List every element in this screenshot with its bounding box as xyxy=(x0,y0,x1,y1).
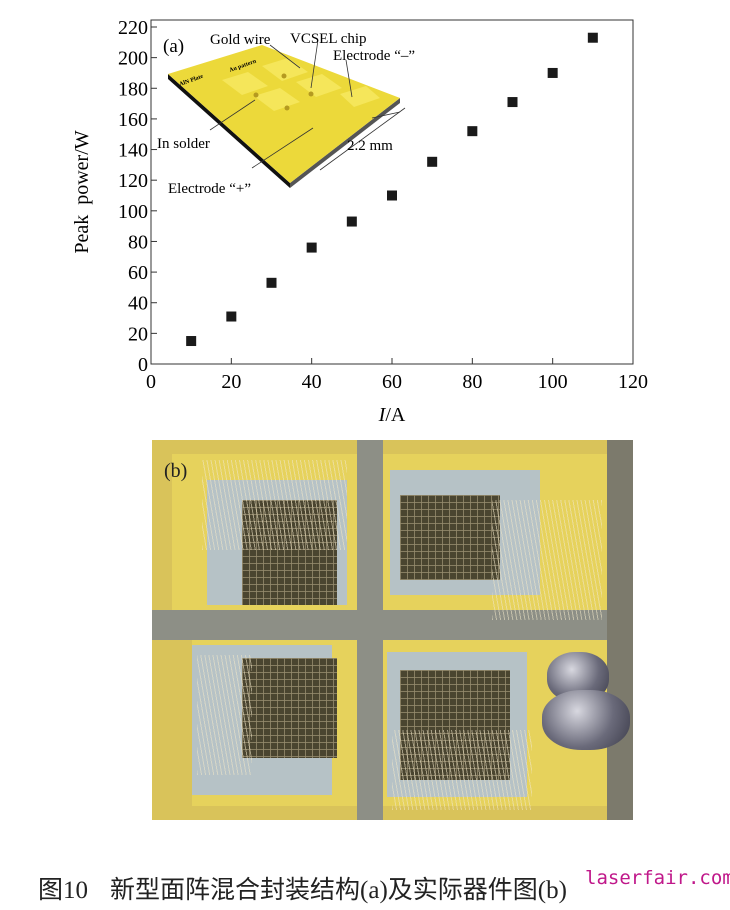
gold-wires xyxy=(202,460,347,550)
y-tick-label: 140 xyxy=(118,140,148,162)
data-point xyxy=(387,190,397,201)
x-tick-label: 60 xyxy=(382,371,402,393)
y-tick-label: 160 xyxy=(118,109,148,131)
au-pad xyxy=(262,58,308,81)
x-tick-label: 20 xyxy=(221,371,241,393)
panel-label-b: (b) xyxy=(164,460,188,482)
y-tick-label: 100 xyxy=(118,201,148,223)
y-tick-label: 80 xyxy=(128,231,148,253)
vcsel-chip-dot xyxy=(253,92,259,98)
x-axis-label-unit: /A xyxy=(385,404,406,426)
y-tick-label: 20 xyxy=(128,323,148,345)
panel-label-a: (a) xyxy=(163,36,184,57)
package-inset-diagram: AlN Plate Au pattern Gold wire VCSEL chi… xyxy=(157,31,415,197)
watermark: laserfair.com xyxy=(585,867,730,889)
data-point xyxy=(507,97,518,108)
solder-blob xyxy=(542,690,630,750)
gold-wires xyxy=(392,730,532,810)
aln-plate-side xyxy=(168,74,290,188)
vcsel-chip-dot xyxy=(308,91,314,97)
y-tick-label: 0 xyxy=(138,354,148,376)
y-tick-label: 200 xyxy=(118,48,148,70)
data-point xyxy=(587,32,598,43)
au-pad xyxy=(296,74,342,97)
inset-label-electrode-minus: Electrode “–” xyxy=(333,48,415,64)
x-axis-label-symbol: I xyxy=(378,404,387,426)
x-axis-label: I/A xyxy=(378,404,406,426)
y-axis-label: Peak power/W xyxy=(71,130,93,253)
y-tick-label: 120 xyxy=(118,170,148,192)
x-tick-label: 0 xyxy=(146,371,156,393)
data-point xyxy=(467,126,478,137)
y-tick-label: 40 xyxy=(128,293,148,315)
y-tick-label: 220 xyxy=(118,17,148,39)
x-tick-label: 40 xyxy=(302,371,322,393)
x-tick-label: 80 xyxy=(462,371,482,393)
data-point xyxy=(547,67,558,78)
gold-wires xyxy=(492,500,602,620)
vcsel-array xyxy=(242,658,337,758)
figure-caption-text: 新型面阵混合封装结构(a)及实际器件图(b) xyxy=(110,877,567,904)
vcsel-chip-dot xyxy=(284,105,290,111)
au-pad xyxy=(254,88,300,111)
aln-plate-side xyxy=(290,98,400,188)
au-pad xyxy=(222,72,268,95)
vcsel-chip-dot xyxy=(281,73,287,79)
data-point xyxy=(427,156,438,167)
inset-label-in-solder: In solder xyxy=(157,136,210,152)
scatter-chart: AlN Plate Au pattern Gold wire VCSEL chi… xyxy=(71,17,648,426)
data-point xyxy=(186,336,197,347)
frame-bar xyxy=(607,440,633,820)
inset-label-vcsel-chip: VCSEL chip xyxy=(290,31,367,47)
inset-label-dimension: 2.2 mm xyxy=(347,138,393,154)
frame-bar xyxy=(357,440,383,820)
au-pad xyxy=(340,86,380,107)
data-point xyxy=(226,311,237,322)
gold-wires xyxy=(197,655,252,775)
data-point xyxy=(346,216,357,227)
data-point xyxy=(266,277,277,288)
figure-caption: 图10 新型面阵混合封装结构(a)及实际器件图(b) xyxy=(38,870,589,906)
y-tick-label: 180 xyxy=(118,78,148,100)
x-tick-label: 100 xyxy=(538,371,568,393)
device-photo: (b) xyxy=(152,440,633,820)
y-tick-label: 60 xyxy=(128,262,148,284)
inset-label-electrode-plus: Electrode “+” xyxy=(168,181,251,197)
data-point xyxy=(306,242,317,253)
figure-number: 图10 xyxy=(38,877,89,904)
vcsel-array xyxy=(400,495,500,580)
x-tick-label: 120 xyxy=(618,371,648,393)
inset-label-gold-wire: Gold wire xyxy=(210,32,271,48)
